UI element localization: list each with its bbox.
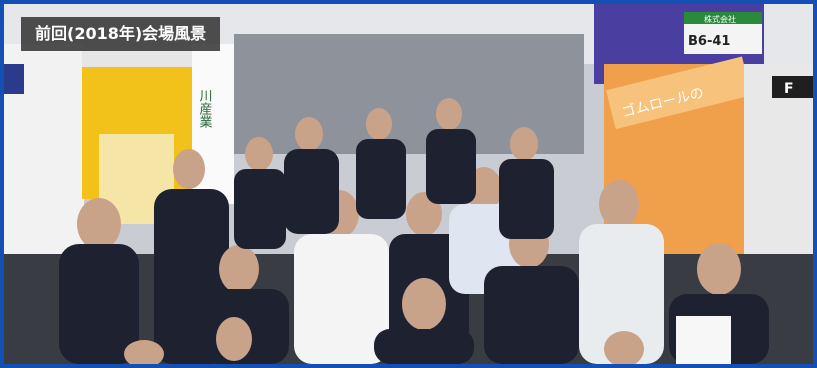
exhibition-hall-photo: 川産業 B6-41 株式会社 ゴムロールの F xyxy=(4,4,813,364)
photo-caption: 前回(2018年)会場風景 xyxy=(21,17,221,51)
booth-company-label: 株式会社 xyxy=(704,14,736,24)
far-right-sign-text: F xyxy=(784,81,794,97)
vertical-sign-text: 川産業 xyxy=(197,89,213,128)
booth-number-label: B6-41 xyxy=(688,34,730,49)
crowd xyxy=(59,98,769,364)
